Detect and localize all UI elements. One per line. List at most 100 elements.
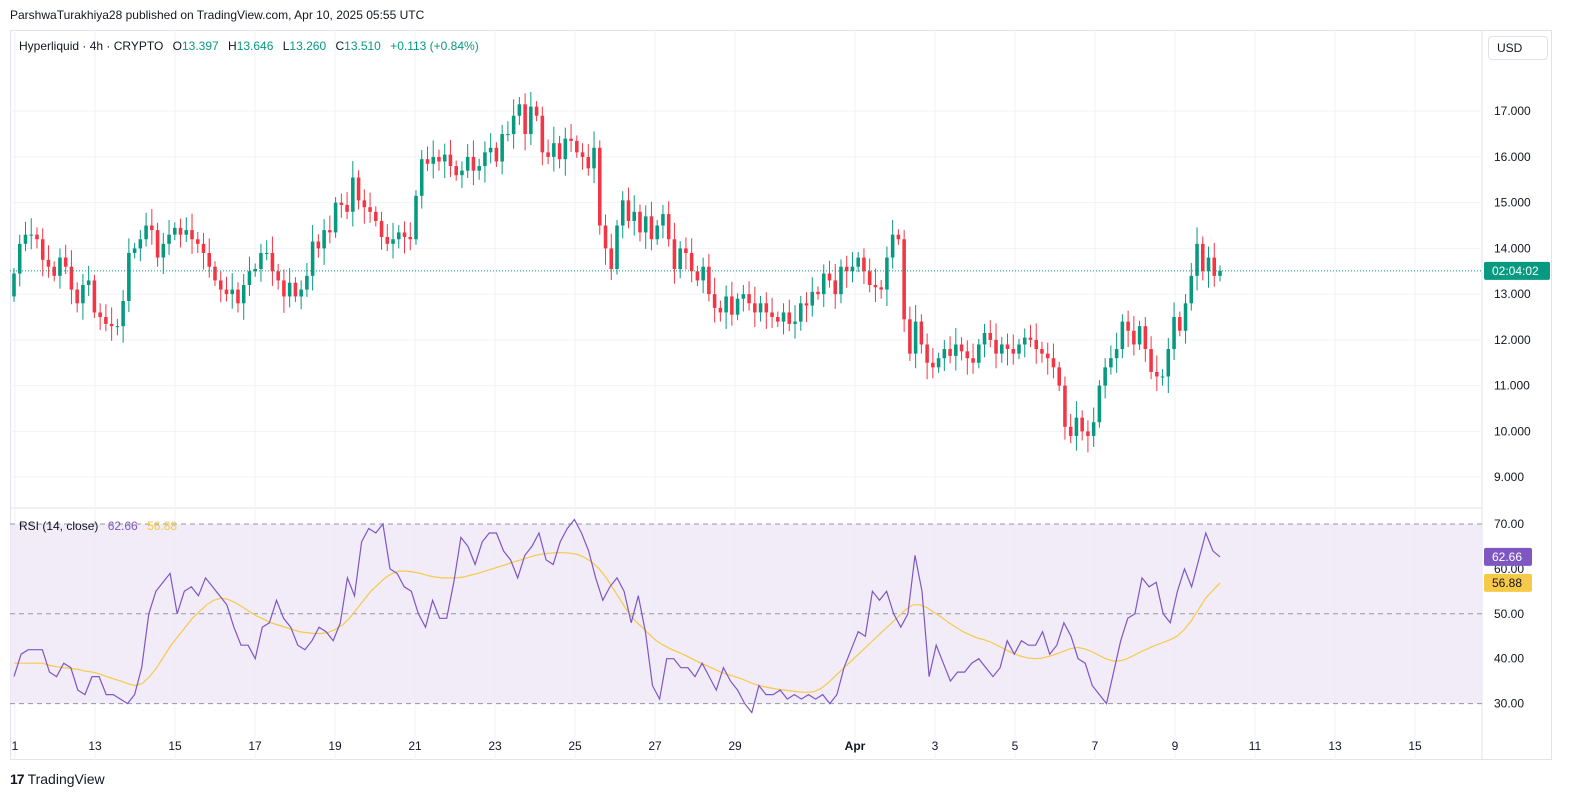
rsi-tick-label: 30.00 [1494,697,1524,711]
time-tick-label: Apr [845,739,866,753]
chart-frame[interactable] [10,30,1552,760]
candle-body [1114,349,1119,359]
candle-body [1166,349,1171,377]
candle-body [655,225,659,240]
candle-body [592,147,596,169]
candle-body [442,154,447,162]
candle-body [494,147,499,162]
candle-body [959,344,964,352]
price-axis: 17.000 16.000 15.000 14.000 13.000 12.000 11.0… [1484,104,1550,484]
time-tick-label: 9 [1172,739,1179,753]
candle-body [913,321,918,354]
candle-body [247,271,252,285]
candle-body [1109,358,1113,368]
candle-body [75,289,79,304]
candle-body [1126,321,1130,331]
candle-body [276,271,280,281]
candle-body [1086,431,1090,436]
candle-body [1132,330,1136,345]
candle-body [1017,344,1021,354]
candle-body [253,268,257,272]
candle-body [132,248,137,253]
candle-body [1189,275,1194,304]
candle-body [735,298,740,315]
candle-body [873,285,878,288]
price-pane [10,91,1482,453]
rsi-tick-label: 40.00 [1494,652,1524,666]
candle-body [230,289,235,295]
candle-body [368,207,372,212]
time-tick-label: 13 [88,739,102,753]
candle-body [264,252,269,254]
candle-body [586,156,591,169]
candle-body [902,239,906,320]
candle-body [17,243,22,274]
candle-body [109,323,114,327]
candle-body [477,166,481,171]
candle-body [144,225,148,240]
candle-body [839,266,843,295]
time-tick-label: 25 [568,739,582,753]
candle-body [890,234,895,258]
price-tick-label: 12.000 [1494,333,1531,347]
candle-body [575,140,579,153]
candle-body [1155,371,1159,377]
close-label: C [335,39,345,53]
candle-body [862,257,866,272]
candle-body [58,257,62,276]
currency-button[interactable]: USD [1488,36,1548,60]
price-tick-label: 9.000 [1494,470,1524,484]
candle-body [856,257,860,267]
candle-body [1051,358,1056,368]
candle-body [540,115,545,153]
low-value: 13.260 [289,39,327,53]
candle-body [643,216,648,233]
candle-body [672,239,677,269]
candle-body [523,104,527,135]
candle-body [666,214,671,240]
candle-body [408,236,413,240]
time-tick-label: 19 [328,739,342,753]
price-tick-label: 10.000 [1494,424,1531,438]
candle-body [908,319,912,354]
candle-body [46,259,51,267]
candle-body [718,307,723,313]
rsi-value-box [1484,547,1532,566]
candle-body [316,241,321,249]
candle-body [626,200,631,221]
candle-body [971,358,975,363]
tradingview-logo-icon: 17 [10,771,25,787]
candle-body [1040,349,1044,354]
candle-body [40,239,45,260]
time-tick-label: 17 [248,739,262,753]
candle-body [161,243,166,258]
candle-body [701,266,705,281]
low-label: L [282,39,290,53]
price-marker-label: 02:04:02 [1492,264,1539,278]
candle-body [684,248,688,253]
candle-body [1200,243,1205,272]
candle-body [649,216,654,240]
candle-body [1057,367,1061,386]
candle-body [942,349,947,359]
candle-body [121,301,125,327]
time-tick-label: 23 [488,739,502,753]
candle-body [793,321,797,324]
candle-body [207,252,212,267]
candle-body [977,344,981,363]
candle-body [988,333,993,340]
candle-body [1022,337,1027,345]
candle-body [552,143,556,157]
footer-logo[interactable]: 17 TradingView [10,771,105,787]
candle-body [529,106,533,135]
candle-body [419,159,424,196]
candle-body [833,280,838,295]
candle-body [425,159,430,164]
candle-body [471,156,476,171]
candle-body [339,202,344,205]
candle-body [414,195,418,240]
candle-body [127,252,131,302]
rsi-line [13,518,1221,714]
candle-body [270,252,275,272]
